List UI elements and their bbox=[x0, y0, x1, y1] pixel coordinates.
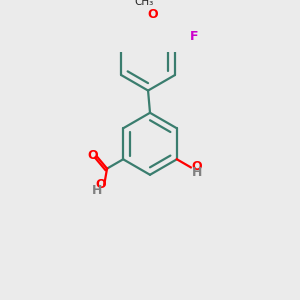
Text: H: H bbox=[92, 184, 102, 197]
Text: CH₃: CH₃ bbox=[135, 0, 154, 7]
Text: O: O bbox=[147, 8, 158, 21]
Text: O: O bbox=[191, 160, 202, 173]
Text: O: O bbox=[95, 178, 106, 191]
Text: F: F bbox=[190, 30, 198, 43]
Text: O: O bbox=[87, 149, 98, 162]
Text: H: H bbox=[192, 166, 202, 179]
